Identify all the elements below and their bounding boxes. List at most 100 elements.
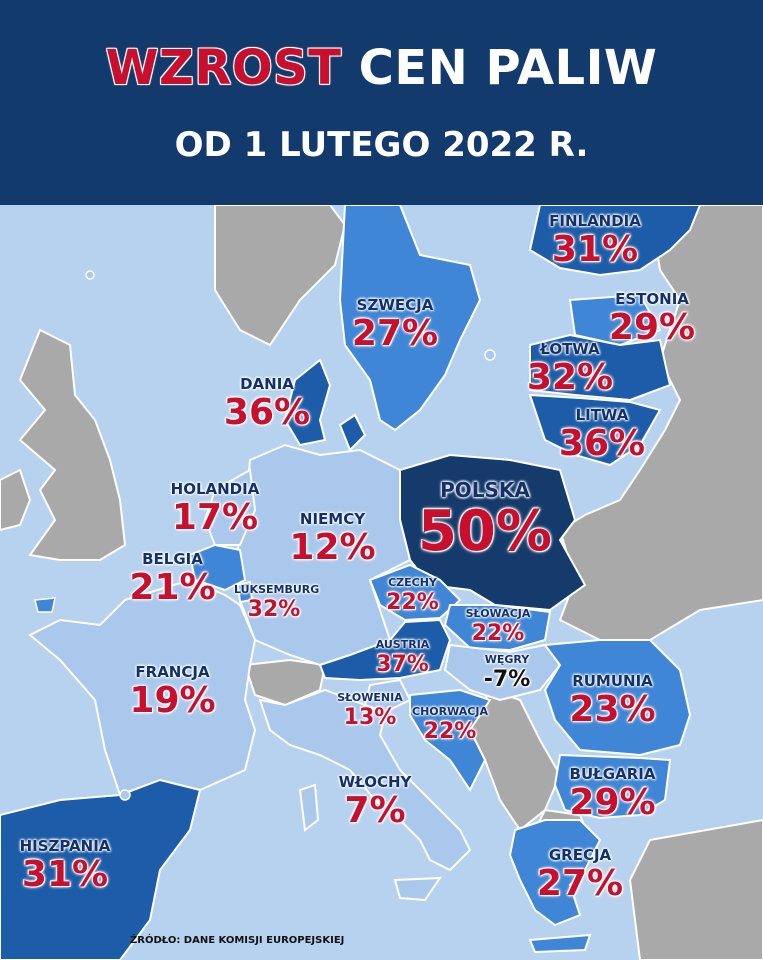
label-hiszpania: HISZPANIA 31% bbox=[15, 837, 115, 895]
country-name: ŁOTWA bbox=[540, 340, 600, 358]
label-slowenia: SŁOWENIA 13% bbox=[330, 691, 410, 731]
denmark-shape bbox=[283, 358, 332, 447]
country-value: 36% bbox=[558, 423, 646, 464]
country-value: 22% bbox=[423, 719, 477, 744]
country-name: SŁOWENIA bbox=[337, 691, 403, 704]
country-name: WĘGRY bbox=[484, 653, 530, 666]
ireland bbox=[0, 468, 32, 532]
country-name: WŁOCHY bbox=[338, 773, 412, 791]
country-name: GRECJA bbox=[548, 846, 612, 864]
austria-shape bbox=[318, 618, 452, 682]
italy-shape bbox=[258, 688, 472, 872]
belgium-shape bbox=[188, 543, 247, 592]
sweden-shape bbox=[338, 205, 482, 432]
country-name: FRANCJA bbox=[135, 663, 210, 681]
country-value: 13% bbox=[343, 705, 397, 730]
country-name: LITWA bbox=[575, 406, 629, 424]
country-value: 31% bbox=[21, 854, 109, 895]
lithuania-shape bbox=[528, 393, 662, 467]
switzerland bbox=[243, 658, 327, 707]
island-3 bbox=[484, 349, 496, 361]
country-value: 22% bbox=[471, 621, 525, 646]
romania-shape bbox=[543, 639, 692, 757]
country-name: BUŁGARIA bbox=[569, 765, 656, 783]
label-niemcy: NIEMCY 12% bbox=[280, 510, 385, 568]
country-name: CZECHY bbox=[388, 576, 437, 589]
country-name: SZWECJA bbox=[356, 296, 434, 314]
poland-shape bbox=[399, 453, 587, 612]
great-britain bbox=[18, 328, 127, 561]
country-value: 32% bbox=[526, 357, 614, 398]
country-name: LUKSEMBURG bbox=[234, 583, 320, 596]
label-dania: DANIA 36% bbox=[222, 375, 312, 433]
label-holandia: HOLANDIA 17% bbox=[155, 480, 275, 538]
crete bbox=[528, 933, 592, 954]
country-name: NIEMCY bbox=[299, 510, 366, 528]
country-value: 7% bbox=[344, 790, 406, 831]
label-czechy: CZECHY 22% bbox=[375, 576, 450, 616]
country-value: 21% bbox=[129, 567, 216, 608]
country-value: 19% bbox=[129, 680, 216, 721]
label-slowacja: SŁOWACJA 22% bbox=[458, 607, 538, 647]
island-4 bbox=[34, 597, 56, 613]
country-value: 50% bbox=[417, 499, 553, 564]
label-belgia: BELGIA 21% bbox=[125, 550, 220, 608]
country-name: SŁOWACJA bbox=[465, 607, 531, 620]
croatia-shape bbox=[409, 688, 492, 792]
country-value: 22% bbox=[386, 590, 439, 615]
label-szwecja: SZWECJA 27% bbox=[340, 296, 450, 354]
country-value: 17% bbox=[171, 497, 259, 538]
country-value: 31% bbox=[551, 229, 639, 270]
spain-shape bbox=[0, 778, 202, 960]
label-bulgaria: BUŁGARIA 29% bbox=[560, 765, 665, 823]
country-name: ESTONIA bbox=[615, 290, 689, 308]
bulgaria-shape bbox=[553, 753, 672, 820]
country-value: 27% bbox=[351, 313, 439, 354]
country-value: 23% bbox=[569, 689, 656, 730]
label-austria: AUSTRIA 37% bbox=[365, 638, 440, 678]
title-highlight: WZROST bbox=[105, 40, 342, 96]
netherlands-shape bbox=[203, 468, 257, 546]
country-name: FINLANDIA bbox=[549, 212, 641, 230]
island-2 bbox=[119, 789, 131, 801]
greece-shape bbox=[508, 819, 602, 927]
source-note: ŹRÓDŁO: DANE KOMISJI EUROPEJSKIEJ bbox=[130, 935, 345, 946]
finland-shape bbox=[528, 205, 702, 277]
label-estonia: ESTONIA 29% bbox=[597, 290, 707, 348]
country-value: -7% bbox=[483, 667, 531, 692]
label-finlandia: FINLANDIA 31% bbox=[545, 212, 645, 270]
country-name: DANIA bbox=[240, 375, 294, 393]
page-title: WZROST CEN PALIW bbox=[0, 40, 763, 96]
hungary-shape bbox=[443, 643, 562, 702]
country-value: 12% bbox=[289, 527, 376, 568]
estonia-shape bbox=[568, 293, 662, 347]
country-name: HISZPANIA bbox=[19, 837, 111, 855]
country-name: CHORWACJA bbox=[412, 705, 488, 718]
country-value: 29% bbox=[608, 307, 696, 348]
country-value: 36% bbox=[223, 392, 311, 433]
sardinia bbox=[298, 783, 320, 832]
country-value: 29% bbox=[569, 782, 656, 823]
slovakia-shape bbox=[443, 604, 552, 652]
label-litwa: LITWA 36% bbox=[552, 406, 652, 464]
luxembourg-shape bbox=[236, 580, 254, 604]
header-banner: WZROST CEN PALIW OD 1 LUTEGO 2022 R. bbox=[0, 0, 763, 205]
country-value: 32% bbox=[247, 597, 301, 622]
denmark-island bbox=[338, 413, 367, 452]
country-name: POLSKA bbox=[440, 478, 530, 502]
country-name: AUSTRIA bbox=[375, 638, 430, 651]
title-rest: CEN PALIW bbox=[358, 40, 658, 96]
slovenia-shape bbox=[363, 678, 412, 714]
country-value: 27% bbox=[536, 863, 624, 904]
country-value: 37% bbox=[376, 652, 429, 677]
country-name: HOLANDIA bbox=[170, 480, 260, 498]
label-wegry: WĘGRY -7% bbox=[472, 653, 542, 693]
latvia-shape bbox=[529, 333, 672, 402]
label-rumunia: RUMUNIA 23% bbox=[555, 672, 670, 730]
europe-map bbox=[0, 205, 763, 960]
label-luksemburg: LUKSEMBURG 32% bbox=[234, 583, 320, 623]
sicily bbox=[393, 876, 442, 902]
norway-landmass bbox=[214, 205, 347, 347]
label-francja: FRANCJA 19% bbox=[115, 663, 230, 721]
country-name: BELGIA bbox=[142, 550, 203, 568]
